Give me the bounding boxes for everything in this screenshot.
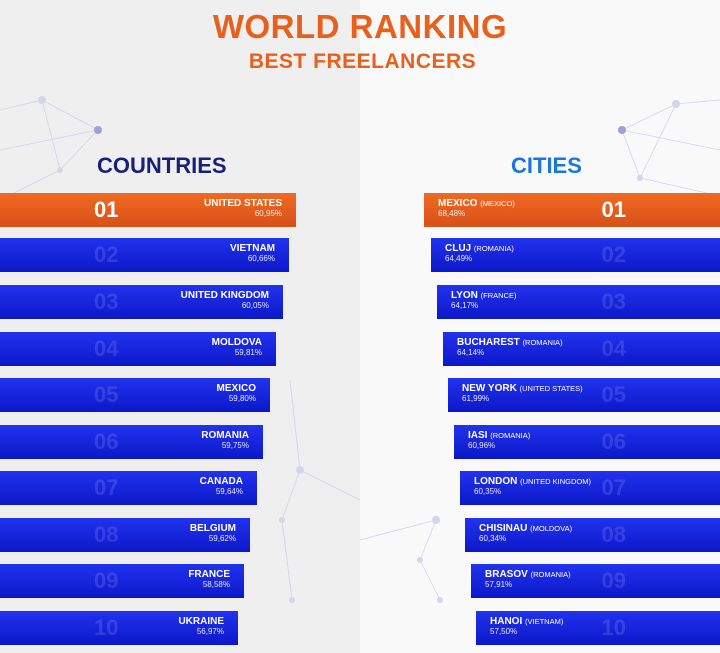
city-percent: 64,17% [451,301,479,310]
rank-number: 02 [601,242,626,267]
city-country: (FRANCE) [480,291,517,300]
country-name: UNITED STATES [204,198,282,209]
city-country: (ROMANIA) [473,244,514,253]
city-country: (ROMANIA) [522,338,563,347]
country-percent: 59,80% [228,394,256,403]
country-row-4: 04 MOLDOVA 59,81% [0,332,276,366]
city-country: (UNITED STATES) [519,384,583,393]
rank-number: 04 [601,336,626,361]
rank-number: 09 [94,568,119,593]
city-percent: 60,34% [479,534,507,543]
city-name: LYON [451,290,478,301]
rank-number: 08 [601,522,626,547]
city-name: LONDON [474,476,518,487]
country-row-1: 01 UNITED STATES 60,95% [0,193,296,227]
city-name: IASI [468,430,488,441]
country-row-2: 02 VIETNAM 60,66% [0,238,289,272]
country-name: UKRAINE [178,616,224,627]
country-name: BELGIUM [189,523,236,534]
rank-number: 07 [601,475,626,500]
city-percent: 60,35% [474,487,502,496]
country-row-5: 05 MEXICO 59,80% [0,378,270,412]
city-row-1: MEXICO (MEXICO) 68,48% 01 [424,193,720,227]
country-name: MEXICO [216,383,256,394]
country-percent: 56,97% [196,627,224,636]
rank-number: 10 [94,615,119,640]
rank-number: 06 [601,429,626,454]
city-name: BRASOV [485,569,528,580]
city-name: CHISINAU [479,523,528,534]
rank-number: 02 [94,242,119,267]
city-name: CLUJ [445,243,472,254]
city-row-2: CLUJ (ROMANIA) 64,49% 02 [431,238,720,272]
country-percent: 59,62% [208,534,236,543]
city-row-7: LONDON (UNITED KINGDOM) 60,35% 07 [460,471,720,505]
country-name: ROMANIA [201,430,249,441]
city-row-6: IASI (ROMANIA) 60,96% 06 [454,425,720,459]
city-country: (UNITED KINGDOM) [520,477,591,486]
country-row-10: 10 UKRAINE 56,97% [0,611,238,645]
city-percent: 64,49% [445,254,473,263]
city-country: (MOLDOVA) [530,524,573,533]
city-name: MEXICO [438,198,478,209]
city-row-3: LYON (FRANCE) 64,17% 03 [437,285,720,319]
rank-number: 09 [601,568,626,593]
page-subtitle: BEST FREELANCERS [248,50,477,73]
country-percent: 60,05% [241,301,269,310]
city-name: HANOI [490,616,523,627]
rank-number: 01 [94,197,119,222]
city-row-4: BUCHAREST (ROMANIA) 64,14% 04 [443,332,720,366]
city-percent: 64,14% [457,348,485,357]
rank-number: 06 [94,429,119,454]
country-name: FRANCE [188,569,230,580]
city-country: (MEXICO) [480,199,515,208]
city-row-9: BRASOV (ROMANIA) 57,91% 09 [471,564,720,598]
city-percent: 60,96% [468,441,496,450]
country-percent: 58,58% [202,580,230,589]
rank-number: 05 [94,382,119,407]
rank-number: 03 [601,289,626,314]
city-country: (ROMANIA) [530,570,571,579]
countries-heading: COUNTRIES [97,153,227,178]
city-percent: 68,48% [438,209,466,218]
rank-number: 07 [94,475,119,500]
country-name: VIETNAM [230,243,275,254]
city-row-5: NEW YORK (UNITED STATES) 61,99% 05 [448,378,720,412]
country-percent: 60,95% [254,209,282,218]
rank-number: 08 [94,522,119,547]
country-percent: 60,66% [247,254,275,263]
rank-number: 01 [601,197,626,222]
country-percent: 59,81% [234,348,262,357]
city-row-8: CHISINAU (MOLDOVA) 60,34% 08 [465,518,720,552]
page-title: WORLD RANKING [212,8,508,45]
city-row-10: HANOI (VIETNAM) 57,50% 10 [476,611,720,645]
city-country: (VIETNAM) [525,617,564,626]
city-percent: 61,99% [462,394,490,403]
country-percent: 59,64% [215,487,243,496]
rank-number: 05 [601,382,626,407]
country-name: MOLDOVA [211,337,262,348]
country-row-8: 08 BELGIUM 59,62% [0,518,250,552]
country-row-7: 07 CANADA 59,64% [0,471,257,505]
city-percent: 57,91% [485,580,513,589]
country-row-9: 09 FRANCE 58,58% [0,564,244,598]
city-percent: 57,50% [490,627,518,636]
city-name: NEW YORK [462,383,517,394]
country-name: UNITED KINGDOM [180,290,269,301]
rank-number: 10 [601,615,626,640]
country-percent: 59,75% [221,441,249,450]
city-name: BUCHAREST [457,337,520,348]
rank-number: 04 [94,336,119,361]
cities-heading: CITIES [511,153,582,178]
city-country: (ROMANIA) [490,431,531,440]
rank-number: 03 [94,289,119,314]
country-row-3: 03 UNITED KINGDOM 60,05% [0,285,283,319]
country-row-6: 06 ROMANIA 59,75% [0,425,263,459]
country-name: CANADA [199,476,243,487]
